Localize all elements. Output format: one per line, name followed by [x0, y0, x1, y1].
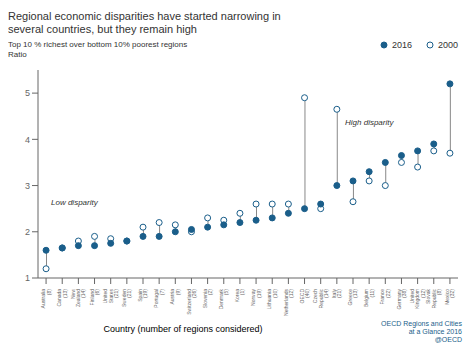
- svg-text:Canada(13): Canada(13): [56, 289, 67, 307]
- svg-text:SlovakRepublic(8): SlovakRepublic(8): [425, 289, 442, 309]
- html-text:OECD Regions and Cities: OECD Regions and Cities: [381, 320, 462, 327]
- svg-text:Korea(1): Korea(1): [234, 289, 245, 303]
- svg-text:Netherlands(12): Netherlands(12): [283, 289, 294, 316]
- svg-text:Denmark(5): Denmark(5): [218, 289, 229, 310]
- svg-text:Mexico(32): Mexico(32): [444, 289, 455, 305]
- html-text:2000: 2000: [438, 40, 458, 50]
- svg-text:3: 3: [25, 181, 30, 191]
- svg-text:1: 1: [25, 273, 30, 283]
- svg-text:Greece(13): Greece(13): [347, 289, 358, 306]
- html-text:Ratio: Ratio: [8, 50, 27, 59]
- svg-text:Slovenia(2): Slovenia(2): [202, 289, 213, 309]
- svg-text:NewZealand(14): NewZealand(14): [70, 289, 87, 307]
- svg-text:UnitedKingdom(12): UnitedKingdom(12): [409, 289, 426, 309]
- svg-text:5: 5: [25, 88, 30, 98]
- svg-text:Finland(6): Finland(6): [89, 289, 100, 306]
- svg-text:Australia(8): Australia(8): [40, 289, 51, 309]
- html-text:Top 10 % richest over bottom 1: Top 10 % richest over bottom 10% poorest…: [8, 40, 188, 49]
- html-text:Country (number of regions con: Country (number of regions considered): [103, 324, 263, 334]
- html-text:at a Glance 2016: at a Glance 2016: [408, 328, 462, 335]
- html-text:High disparity: High disparity: [345, 118, 394, 127]
- svg-text:Italy(21): Italy(21): [331, 289, 342, 299]
- svg-text:Switzerland(26): Switzerland(26): [186, 289, 197, 315]
- html-text:2016: 2016: [391, 40, 412, 50]
- svg-text:Portugal(7): Portugal(7): [153, 289, 164, 308]
- svg-text:Sweden(21): Sweden(21): [121, 289, 132, 307]
- svg-text:France(22): France(22): [379, 289, 390, 305]
- html-text:Low disparity: Low disparity: [51, 198, 98, 207]
- html-text:Regional economic disparities: Regional economic disparities have start…: [8, 10, 281, 22]
- svg-text:4: 4: [25, 135, 30, 145]
- svg-text:Belgium(11): Belgium(11): [363, 289, 374, 307]
- svg-text:Norway(19): Norway(19): [250, 289, 261, 306]
- svg-text:Lithuania(10): Lithuania(10): [266, 289, 277, 310]
- svg-text:2: 2: [25, 227, 30, 237]
- svg-text:OECD(40): OECD(40): [299, 289, 310, 304]
- svg-text:Germany(38): Germany(38): [396, 289, 407, 310]
- html-text:several countries, but they re: several countries, but they remain high: [8, 23, 197, 35]
- html-text:@OECD: @OECD: [434, 336, 462, 343]
- svg-text:UnitedStates(21): UnitedStates(21): [102, 289, 119, 304]
- svg-text:CzechRepublic(14): CzechRepublic(14): [312, 289, 329, 309]
- svg-text:Austria(9): Austria(9): [169, 289, 180, 305]
- svg-text:Spain(19): Spain(19): [137, 289, 148, 302]
